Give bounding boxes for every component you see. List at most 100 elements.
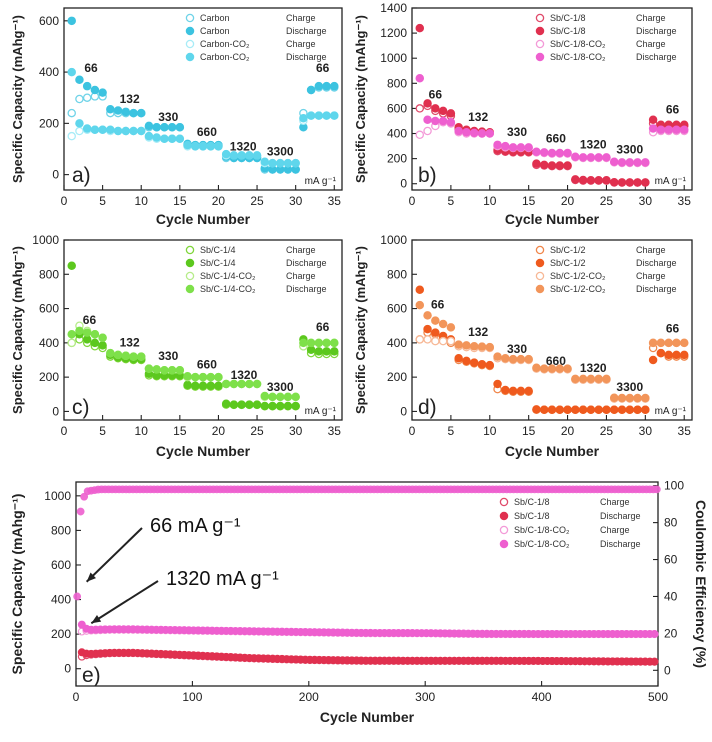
data-point [82,124,92,133]
legend-mode: Discharge [286,284,327,294]
data-point [314,81,324,91]
rate-label: 132 [468,325,488,339]
x-axis-label: Cycle Number [156,443,251,459]
data-point [641,178,650,187]
legend-marker [535,284,545,294]
data-point [67,131,76,141]
legend-mode: Discharge [636,26,677,36]
data-point [423,311,432,320]
data-point [609,393,619,402]
x-tick-label: 10 [483,194,497,208]
x-tick-label: 15 [522,424,536,438]
data-point [214,381,223,390]
legend-marker [499,539,509,549]
series-3 [67,67,339,168]
y-tick-label: 600 [387,302,407,316]
legend-name: Carbon-CO₂ [200,39,250,49]
data-point [609,405,619,414]
legend-name: Sb/C-1/2 [550,258,586,268]
data-point [516,354,526,364]
chart-panel-a: 0 5 10 15 20 25 30 35 0 200 400 600 Cycle Number Spec… [10,7,343,227]
x-axis-label: Cycle Number [320,709,415,725]
panel-label: a) [72,164,91,187]
y-tick-label: 400 [51,593,71,607]
data-point [586,405,596,414]
y-tick-label: 1000 [380,51,407,65]
rate-label: 330 [158,110,178,124]
data-point [617,158,627,167]
y-right-tick-label: 60 [664,553,678,567]
rate-label: 660 [197,125,217,139]
data-point [501,385,510,395]
data-point [90,125,100,135]
data-point [679,338,689,348]
data-point [625,393,635,403]
data-point [314,347,324,356]
arrow-head [91,615,102,624]
y-tick-label: 800 [51,523,71,537]
data-point [98,333,107,342]
data-point [229,151,239,160]
data-point [617,405,627,414]
rate-label: 3300 [616,380,643,394]
data-point [431,104,440,113]
data-point [183,380,192,390]
x-tick-label: 30 [639,194,653,208]
data-point [423,115,432,124]
data-point [90,330,100,339]
data-point [252,379,262,389]
x-tick-label: 20 [561,424,575,438]
data-point [547,364,557,373]
data-point [602,153,611,162]
legend-mode: Charge [600,497,630,507]
data-point [539,148,549,157]
y-right-tick-label: 100 [664,479,684,493]
data-point [152,133,161,142]
data-point [67,338,76,348]
x-tick-label: 0 [61,194,68,208]
x-axis-label: Cycle Number [505,211,600,227]
x-tick-label: 30 [639,424,653,438]
data-point [67,67,76,77]
legend-mode: Discharge [286,52,327,62]
annotation-arrow [90,580,159,625]
legend-name: Sb/C-1/8-CO₂ [550,52,606,62]
rate-label: 66 [666,102,680,116]
y-tick-label: 600 [51,558,71,572]
data-point [656,338,666,348]
data-point [322,347,331,356]
data-point [299,338,308,348]
data-point [82,328,92,337]
rate-label: 660 [546,131,566,145]
series-4 [73,485,661,601]
data-point [617,393,627,403]
legend-mode: Charge [636,271,666,281]
data-point [314,338,324,348]
y-right-tick-label: 80 [664,516,678,530]
x-tick-label: 25 [250,424,264,438]
data-point [90,85,100,95]
data-point [555,161,565,170]
data-point [578,405,588,414]
data-point [160,134,169,143]
legend-name: Carbon [200,26,230,36]
data-point [532,159,541,168]
data-point [129,108,138,118]
data-point [136,108,146,118]
data-point [431,328,440,337]
plot-frame [411,7,693,191]
y-tick-label: 0 [400,404,407,418]
legend-name: Carbon-CO₂ [200,52,250,62]
data-point [221,399,231,408]
data-point [563,405,572,414]
legend-name: Sb/C-1/4 [200,245,236,255]
legend-mode: Discharge [286,258,327,268]
data-point [571,374,580,384]
data-point [121,351,131,360]
legend-marker [535,258,545,268]
data-point [477,360,487,369]
data-point [237,379,246,389]
chart-panel-d: 0 5 10 15 20 25 30 35 0 200 400 600 800 1000 Cycle Num… [353,233,693,459]
data-point [625,178,635,187]
data-point [415,74,425,83]
